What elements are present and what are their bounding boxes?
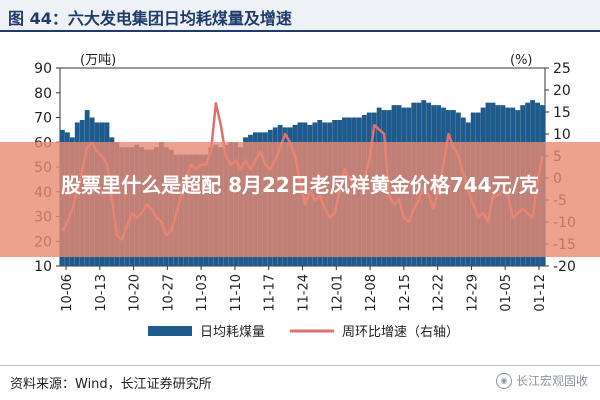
x-tick-label: 01-12 [533,274,548,312]
right-axis-unit: (%) [510,53,533,68]
left-tick-label: 80 [34,86,52,102]
x-tick-label: 10-27 [161,274,176,312]
right-tick-label: -20 [553,259,576,275]
x-tick-label: 12-15 [398,274,413,312]
watermark: ◉ 长江宏观固收 [495,372,588,389]
x-tick-label: 10-06 [60,274,75,312]
left-tick-label: 90 [34,61,52,77]
right-tick-label: 20 [553,83,571,99]
x-tick-label: 11-03 [195,274,210,312]
x-tick-label: 12-08 [364,274,379,312]
x-tick-label: 12-29 [465,274,480,312]
wechat-icon: ◉ [495,372,512,389]
left-tick-label: 10 [34,259,52,275]
legend-line-label: 周环比增速（右轴） [342,325,459,340]
watermark-text: 长江宏观固收 [515,374,588,388]
x-tick-label: 10-13 [94,274,109,312]
x-tick-label: 10-20 [128,274,143,312]
overlay-text: 股票里什么是超配 8月22日老凤祥黄金价格744元/克 [61,173,539,197]
footer-divider [0,365,600,366]
legend-bar-label: 日均耗煤量 [200,325,265,340]
overlay-banner [0,142,600,257]
legend-bar-swatch [148,326,192,336]
x-tick-label: 12-22 [432,274,447,312]
title-bar: 图 44：六大发电集团日均耗煤量及增速 [0,0,600,32]
left-tick-label: 70 [34,111,52,127]
x-tick-label: 11-10 [229,274,244,312]
x-tick-label: 01-05 [499,274,514,312]
right-tick-label: 15 [553,105,571,121]
left-axis-unit: (万吨) [80,53,116,68]
right-tick-label: 10 [553,127,571,143]
chart-title: 图 44：六大发电集团日均耗煤量及增速 [8,9,292,28]
x-tick-label: 12-01 [330,274,345,312]
source-note: 资料来源：Wind，长江证券研究所 [10,377,212,392]
right-tick-label: 25 [553,61,571,77]
x-tick-label: 11-17 [263,274,278,312]
x-tick-label: 11-24 [297,274,312,312]
